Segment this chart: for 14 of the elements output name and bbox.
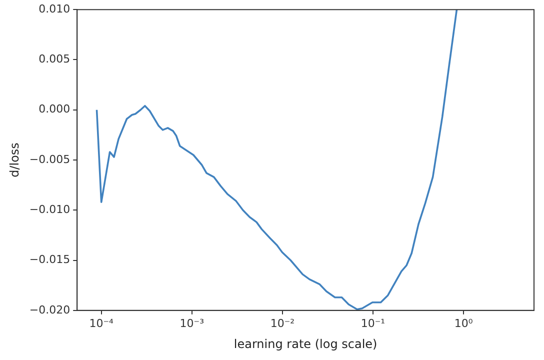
x-tick-label: 10⁻² <box>270 316 295 330</box>
y-tick-label: −0.005 <box>29 152 70 166</box>
x-axis-title: learning rate (log scale) <box>234 336 378 351</box>
y-tick-label: −0.010 <box>29 202 70 216</box>
x-tick-label: 10⁰ <box>454 316 474 330</box>
x-tick-label: 10⁻¹ <box>360 316 386 330</box>
x-tick-label: 10⁻³ <box>180 316 204 330</box>
y-tick-label: 0.005 <box>38 52 70 66</box>
y-tick-label: −0.015 <box>29 253 70 266</box>
y-tick-label: 0.000 <box>38 102 70 116</box>
y-tick-label: −0.020 <box>29 303 70 316</box>
y-axis-title: d/loss <box>7 142 22 178</box>
y-tick-label: 0.010 <box>38 2 70 16</box>
x-tick-label: 10⁻⁴ <box>89 316 114 330</box>
